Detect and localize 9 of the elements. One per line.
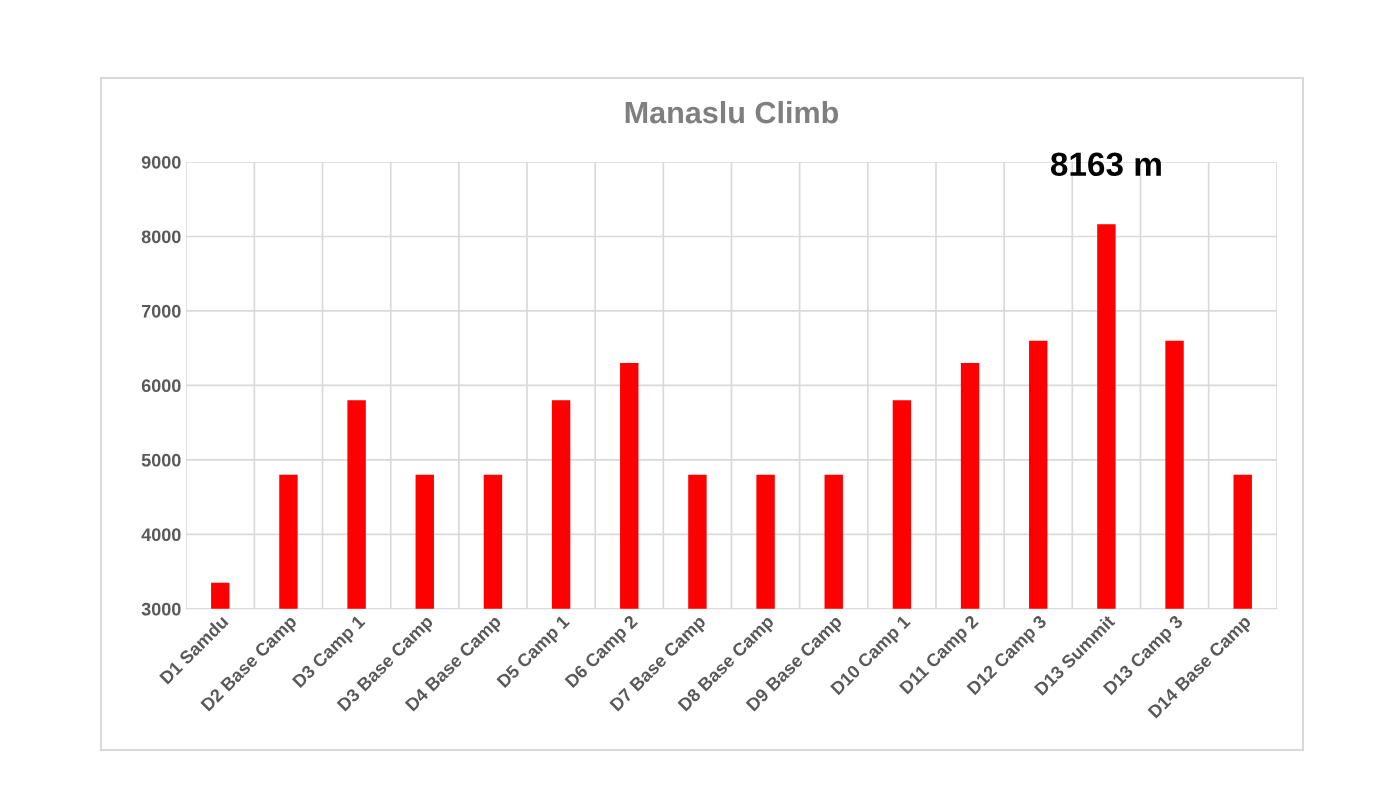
annotation: 8163 m — [1050, 152, 1161, 177]
y-tick-label: 3000 — [141, 602, 181, 616]
chart-title: Manaslu Climb — [625, 100, 839, 124]
y-tick-label: 5000 — [141, 453, 181, 467]
y-tick-label: 8000 — [141, 230, 181, 244]
y-tick-label: 7000 — [141, 304, 181, 318]
y-tick-label: 9000 — [141, 155, 181, 169]
y-tick-label: 4000 — [141, 528, 181, 542]
y-tick-label: 6000 — [141, 379, 181, 393]
